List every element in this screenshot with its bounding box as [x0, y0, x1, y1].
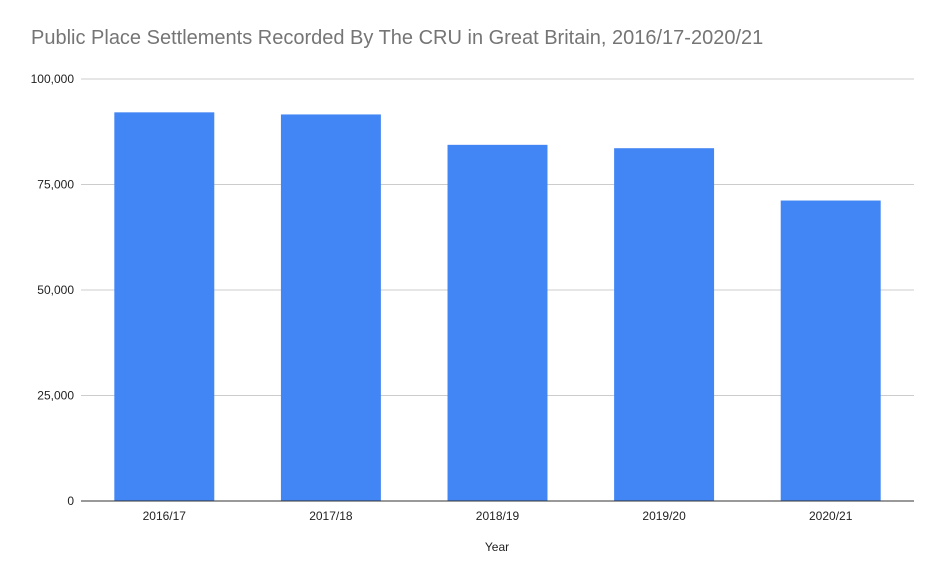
x-tick-label: 2018/19 — [476, 509, 520, 523]
x-tick-label: 2019/20 — [642, 509, 686, 523]
x-axis-title: Year — [485, 540, 509, 554]
y-tick-label: 50,000 — [37, 283, 74, 297]
x-tick-label: 2017/18 — [309, 509, 353, 523]
bar — [780, 200, 881, 501]
x-tick-label: 2020/21 — [809, 509, 853, 523]
x-tick-label: 2016/17 — [143, 509, 187, 523]
y-tick-label: 75,000 — [37, 178, 74, 192]
bar — [280, 114, 381, 501]
bars — [114, 112, 881, 501]
bar — [447, 144, 548, 501]
y-tick-label: 25,000 — [37, 389, 74, 403]
bar — [114, 112, 215, 501]
bar — [614, 148, 715, 501]
y-tick-label: 0 — [67, 494, 74, 508]
chart-title: Public Place Settlements Recorded By The… — [31, 27, 764, 49]
axes: 0 25,000 50,000 75,000 100,000 2016/17 2017/18… — [31, 72, 914, 523]
y-tick-label: 100,000 — [31, 72, 75, 86]
